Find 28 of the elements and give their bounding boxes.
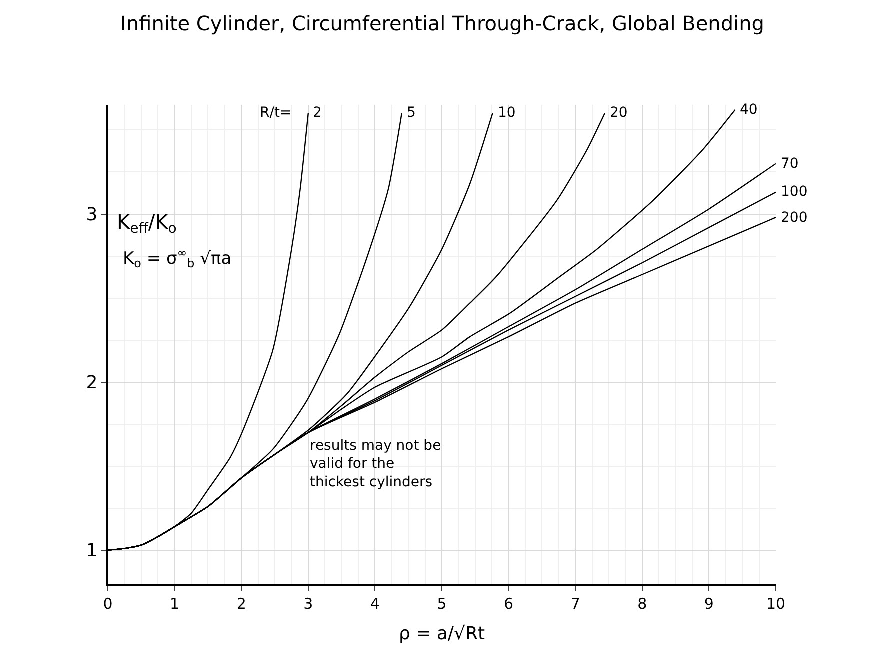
x-tick-label: 10 <box>766 594 786 613</box>
x-tick-label: 0 <box>103 594 113 613</box>
y-tick-label: 1 <box>86 540 98 562</box>
series-label: 10 <box>498 105 516 121</box>
chart-title: Infinite Cylinder, Circumferential Through-Crack, Global Bending <box>120 11 764 36</box>
x-tick-label: 1 <box>170 594 180 613</box>
x-tick-label: 3 <box>304 594 314 613</box>
series-label: 5 <box>407 105 416 121</box>
series-label: 200 <box>781 210 808 226</box>
x-tick-label: 2 <box>236 594 246 613</box>
x-tick-label: 6 <box>504 594 514 613</box>
series-label: 2 <box>313 105 322 121</box>
x-tick-label: 8 <box>638 594 648 613</box>
x-tick-label: 7 <box>570 594 580 613</box>
x-tick-label: 4 <box>370 594 380 613</box>
annotation: K$_{o}$ = σ$^{∞}$$_{b}$ √πa <box>123 246 232 271</box>
y-tick-label: 2 <box>86 372 98 394</box>
x-tick-label: 5 <box>437 594 447 613</box>
legend-title: R/t= <box>260 105 292 121</box>
y-tick-label: 3 <box>86 204 98 226</box>
annotation: results may not be valid for the thickest cylinders <box>310 438 442 490</box>
series-label: 70 <box>781 156 799 172</box>
series-label: 20 <box>610 105 628 121</box>
x-axis-title: ρ = a/√Rt <box>398 623 486 644</box>
series-label: 40 <box>740 102 758 118</box>
series-label: 100 <box>781 184 808 200</box>
x-tick-label: 9 <box>704 594 714 613</box>
y-axis-title: K$_{eff}$/K$_{o}$ <box>117 210 177 238</box>
